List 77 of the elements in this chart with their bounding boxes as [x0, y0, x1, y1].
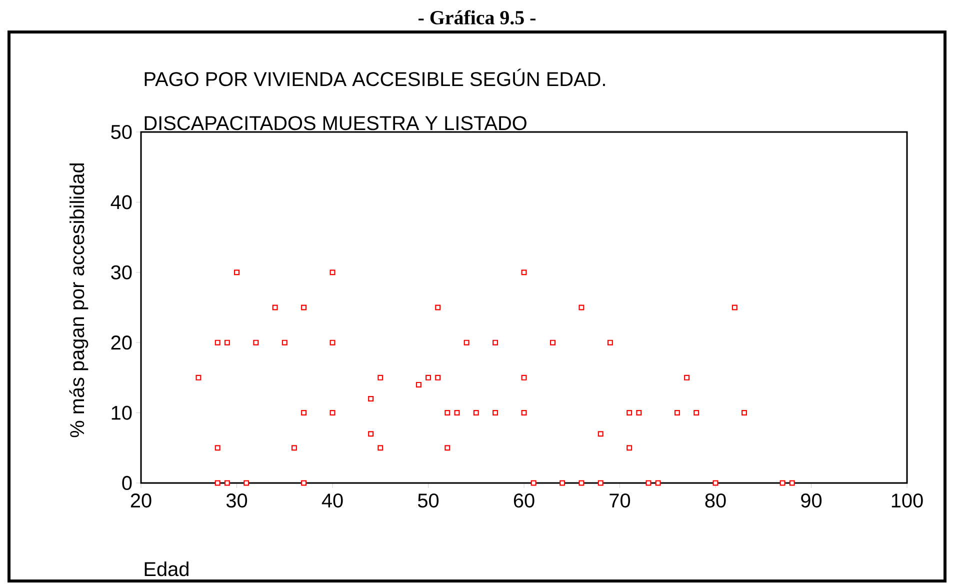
point: [416, 382, 422, 388]
point: [301, 410, 307, 416]
point: [674, 410, 680, 416]
point: [607, 340, 613, 346]
x-tick-label: 40: [322, 494, 343, 508]
point: [473, 410, 479, 416]
point: [244, 480, 250, 486]
chart-title: PAGO POR VIVIENDA ACCESIBLE SEGÚN EDAD.: [144, 68, 605, 86]
point: [636, 410, 642, 416]
x-tick-label: 20: [130, 494, 152, 508]
point: [272, 304, 278, 310]
point: [224, 480, 230, 486]
point: [378, 445, 384, 451]
point: [368, 396, 374, 402]
y-tick-label: 0: [122, 476, 132, 490]
point: [492, 340, 498, 346]
point: [578, 304, 584, 310]
y-tick-label: 10: [112, 406, 132, 420]
point: [464, 340, 470, 346]
x-tick-label: 50: [418, 494, 439, 508]
point: [435, 374, 441, 380]
point: [368, 431, 374, 437]
point: [521, 374, 527, 380]
point: [598, 480, 604, 486]
point: [214, 340, 220, 346]
point: [492, 410, 498, 416]
point: [444, 445, 450, 451]
point: [426, 374, 432, 380]
y-tick-label: 30: [111, 265, 132, 280]
point: [780, 480, 786, 486]
point: [454, 410, 460, 416]
x-tick-label: 30: [226, 494, 248, 508]
point: [291, 445, 297, 451]
point: [378, 374, 384, 380]
point: [626, 410, 632, 416]
point: [684, 374, 690, 380]
point: [732, 304, 738, 310]
point: [741, 410, 747, 416]
point: [646, 480, 652, 486]
point: [214, 445, 220, 451]
chart-subtitle: DISCAPACITADOS MUESTRA Y LISTADO: [144, 116, 526, 130]
point: [578, 480, 584, 486]
point: [655, 480, 661, 486]
point: [560, 480, 566, 486]
point: [550, 340, 556, 346]
x-tick-label: 60: [514, 494, 534, 508]
point: [301, 480, 307, 486]
point: [330, 270, 336, 276]
y-tick-label: 40: [110, 195, 132, 210]
point: [282, 340, 288, 346]
y-tick-label: 50: [111, 124, 132, 140]
point: [789, 480, 795, 486]
point: [330, 410, 336, 416]
point: [196, 374, 202, 380]
point: [521, 270, 527, 276]
point: [521, 410, 527, 416]
y-axis-title: % más pagan por accesibilidad: [69, 163, 88, 438]
point: [626, 445, 632, 451]
point: [234, 270, 240, 276]
point: [444, 410, 450, 416]
point: [435, 304, 441, 310]
x-axis-title: Edad: [144, 562, 188, 576]
point: [694, 410, 700, 416]
y-tick-label: 20: [111, 336, 132, 350]
x-tick-label: 100: [892, 494, 923, 508]
x-tick-label: 80: [705, 494, 726, 508]
point: [712, 480, 718, 486]
point: [598, 431, 604, 437]
text: - Gráfica 9.5 -: [418, 10, 536, 24]
point: [224, 340, 230, 346]
point: [530, 480, 536, 486]
point: [301, 304, 307, 310]
point: [214, 480, 220, 486]
x-tick-label: 90: [801, 494, 822, 508]
point: [253, 340, 259, 346]
x-tick-label: 70: [610, 494, 630, 508]
point: [330, 340, 336, 346]
